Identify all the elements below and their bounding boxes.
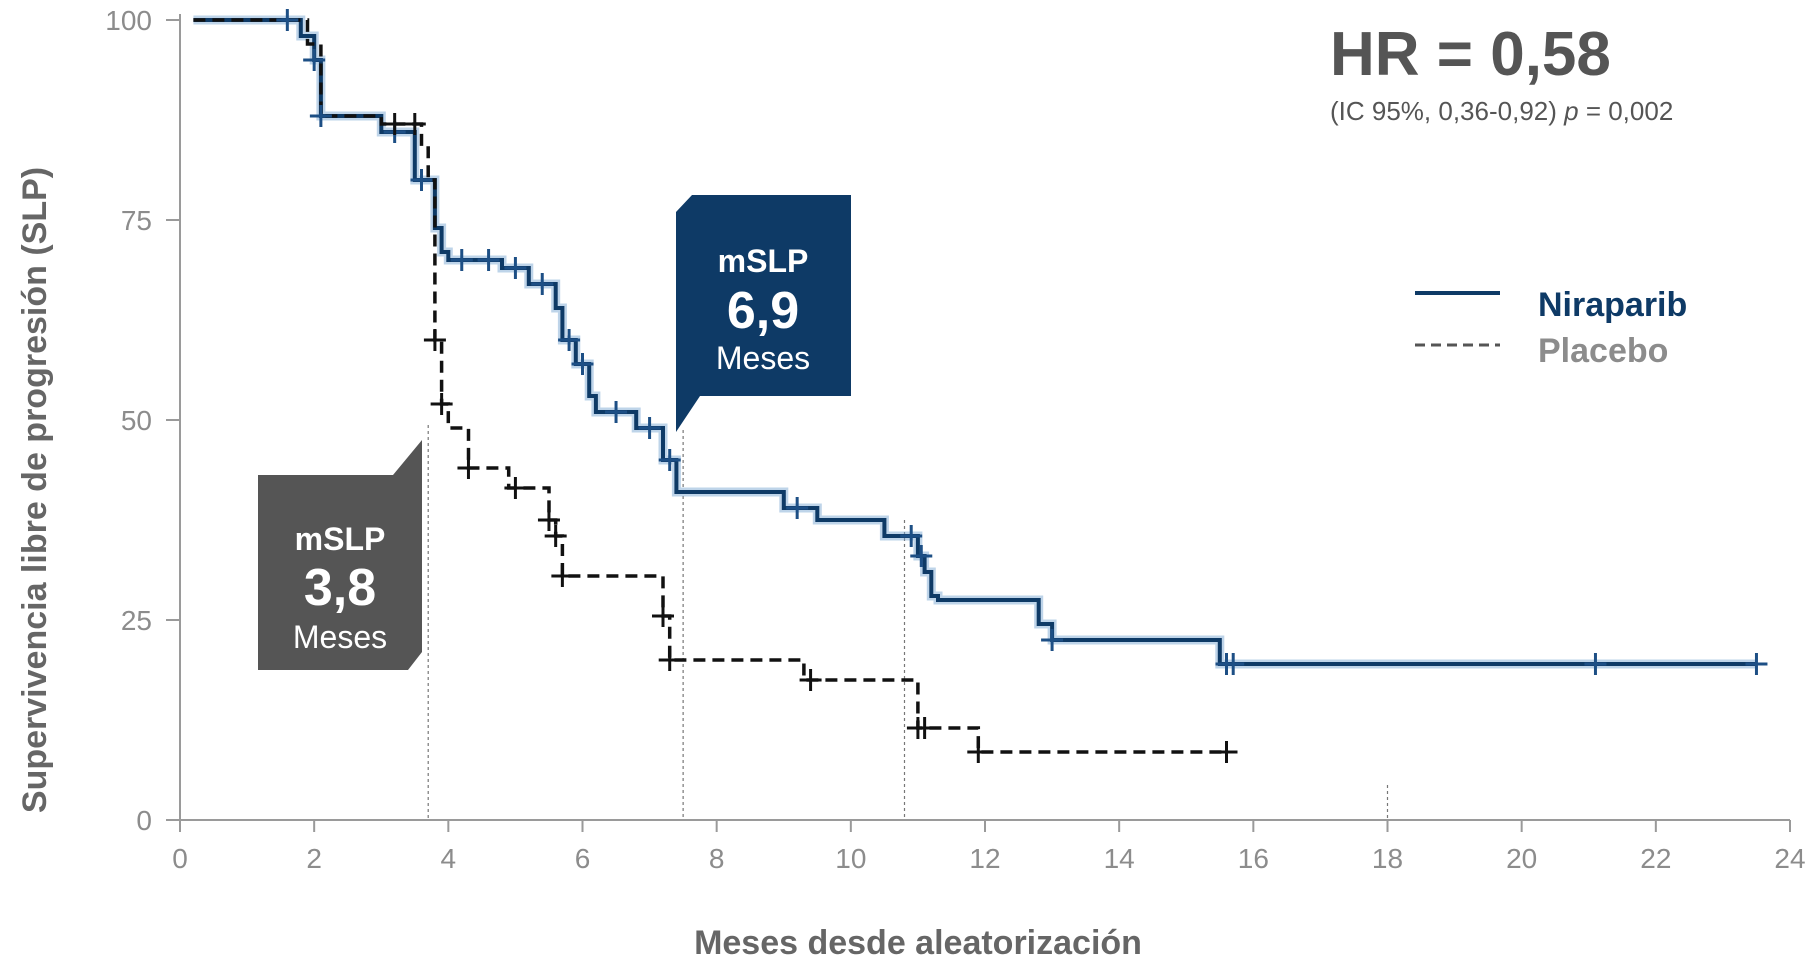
p-label: p xyxy=(1563,96,1578,126)
median-callout-niraparib: mSLP 6,9 Meses xyxy=(676,195,851,432)
y-tick-label: 100 xyxy=(105,5,152,36)
legend-label-placebo: Placebo xyxy=(1538,332,1668,370)
x-tick-label: 24 xyxy=(1774,843,1805,874)
y-axis-title: Supervivencia libre de progresión (SLP) xyxy=(16,167,54,813)
median-reference-lines xyxy=(427,425,1389,820)
x-tick-label: 20 xyxy=(1506,843,1537,874)
callout-value-niraparib: 6,9 xyxy=(727,282,799,340)
x-tick-label: 12 xyxy=(969,843,1000,874)
tick-marks xyxy=(166,19,1791,832)
x-tick-label: 8 xyxy=(709,843,725,874)
p-value: = 0,002 xyxy=(1579,96,1674,126)
y-tick-label: 50 xyxy=(121,405,152,436)
hazard-ratio-label: HR = 0,58 xyxy=(1330,20,1611,89)
y-tick-label: 25 xyxy=(121,605,152,636)
x-tick-label: 16 xyxy=(1238,843,1269,874)
y-tick-label: 0 xyxy=(136,805,152,836)
censor-marks xyxy=(276,9,1768,763)
x-tick-label: 10 xyxy=(835,843,866,874)
x-tick-label: 2 xyxy=(306,843,322,874)
callout-unit-placebo: Meses xyxy=(293,619,387,655)
median-callout-placebo: mSLP 3,8 Meses xyxy=(258,440,422,670)
callout-box-niraparib xyxy=(676,195,851,432)
legend-label-niraparib: Niraparib xyxy=(1538,286,1687,324)
y-tick-label: 75 xyxy=(121,205,152,236)
x-tick-label: 14 xyxy=(1104,843,1135,874)
callout-box-placebo xyxy=(258,440,422,670)
x-tick-label: 18 xyxy=(1372,843,1403,874)
x-tick-label: 4 xyxy=(441,843,457,874)
x-tick-label: 0 xyxy=(172,843,188,874)
ci-prefix: (IC 95%, 0,36-0,92) xyxy=(1330,96,1564,126)
callout-unit-niraparib: Meses xyxy=(716,340,810,376)
confidence-interval-text: (IC 95%, 0,36-0,92) p = 0,002 xyxy=(1330,96,1673,126)
legend: Niraparib Placebo xyxy=(1415,286,1687,370)
x-tick-label: 6 xyxy=(575,843,591,874)
callout-label-placebo: mSLP xyxy=(295,521,386,557)
survival-curve-niraparib xyxy=(193,18,1757,666)
callout-value-placebo: 3,8 xyxy=(304,559,376,617)
callout-label-niraparib: mSLP xyxy=(718,243,809,279)
x-tick-label: 22 xyxy=(1640,843,1671,874)
x-axis-title: Meses desde aleatorización xyxy=(694,924,1142,961)
